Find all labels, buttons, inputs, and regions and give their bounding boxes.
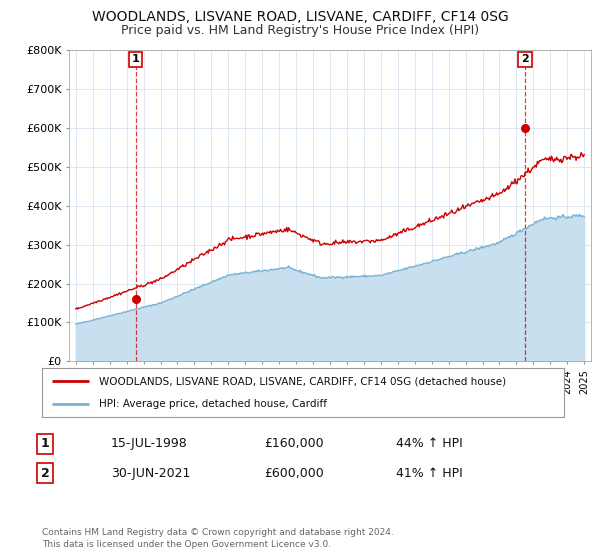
Text: WOODLANDS, LISVANE ROAD, LISVANE, CARDIFF, CF14 0SG: WOODLANDS, LISVANE ROAD, LISVANE, CARDIF…	[92, 10, 508, 24]
Text: 2: 2	[41, 466, 49, 480]
Text: 44% ↑ HPI: 44% ↑ HPI	[396, 437, 463, 450]
Text: 1: 1	[41, 437, 49, 450]
Text: 30-JUN-2021: 30-JUN-2021	[111, 466, 190, 480]
Text: HPI: Average price, detached house, Cardiff: HPI: Average price, detached house, Card…	[100, 399, 328, 409]
Text: 15-JUL-1998: 15-JUL-1998	[111, 437, 188, 450]
Text: £160,000: £160,000	[264, 437, 323, 450]
Text: Price paid vs. HM Land Registry's House Price Index (HPI): Price paid vs. HM Land Registry's House …	[121, 24, 479, 36]
Text: WOODLANDS, LISVANE ROAD, LISVANE, CARDIFF, CF14 0SG (detached house): WOODLANDS, LISVANE ROAD, LISVANE, CARDIF…	[100, 376, 506, 386]
Text: Contains HM Land Registry data © Crown copyright and database right 2024.: Contains HM Land Registry data © Crown c…	[42, 528, 394, 536]
Text: 1: 1	[132, 54, 140, 64]
Text: 2: 2	[521, 54, 529, 64]
Text: 41% ↑ HPI: 41% ↑ HPI	[396, 466, 463, 480]
Text: £600,000: £600,000	[264, 466, 324, 480]
Text: This data is licensed under the Open Government Licence v3.0.: This data is licensed under the Open Gov…	[42, 540, 331, 549]
